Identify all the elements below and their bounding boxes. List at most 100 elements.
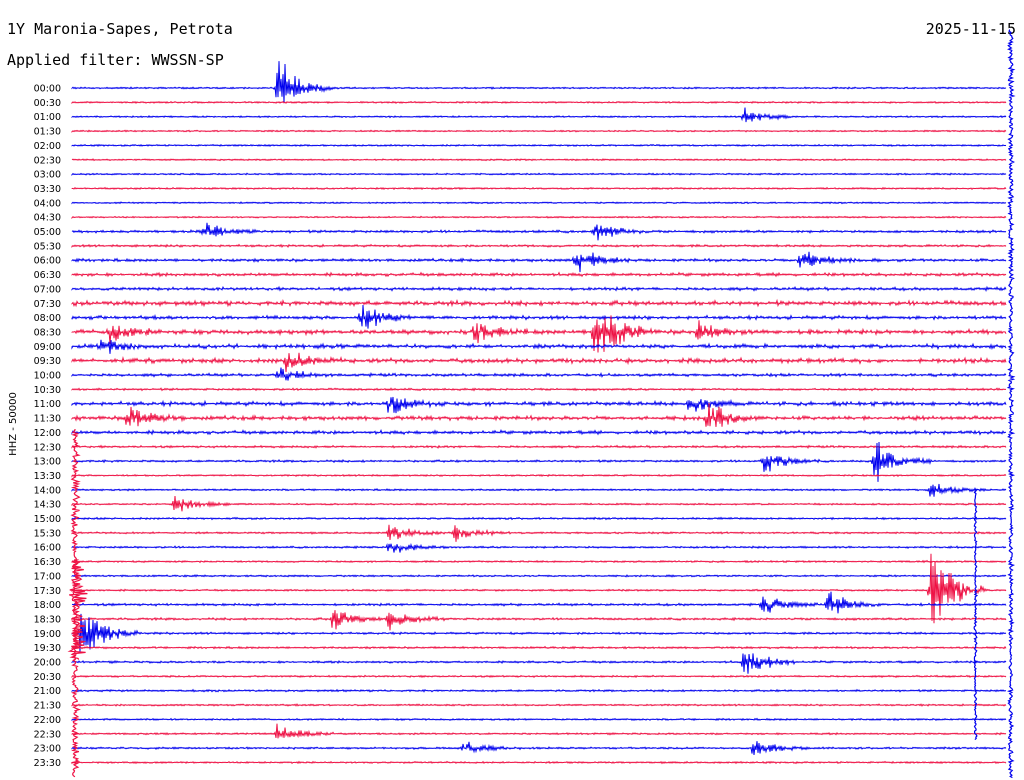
row-time-label: 02:30 — [34, 155, 61, 166]
trace-row — [71, 61, 1007, 104]
row-time-label: 03:00 — [34, 170, 61, 181]
time-tick-labels: 00:00 00:30 01:00 01:30 02:00 02:30 03:00 03:30… — [34, 84, 61, 769]
row-time-label: 04:00 — [34, 198, 61, 209]
row-time-label: 10:30 — [34, 385, 61, 396]
row-time-label: 07:00 — [34, 284, 61, 295]
trace-row — [71, 201, 1007, 205]
station-title: 1Y Maronia-Sapes, Petrota — [7, 20, 233, 38]
row-time-label: 00:30 — [34, 98, 61, 109]
row-time-label: 01:30 — [34, 127, 61, 138]
trace-row — [71, 717, 1007, 722]
row-time-label: 17:00 — [34, 571, 61, 582]
trace-row — [71, 688, 1007, 693]
trace-row — [71, 243, 1007, 249]
row-time-label: 16:00 — [34, 543, 61, 554]
row-time-label: 10:00 — [34, 371, 61, 382]
row-time-label: 23:30 — [34, 758, 61, 769]
trace-row — [71, 495, 1007, 512]
row-time-label: 03:30 — [34, 184, 61, 195]
trace-row — [71, 553, 1007, 624]
trace-row — [71, 186, 1007, 191]
row-time-label: 01:00 — [34, 112, 61, 123]
row-time-label: 17:30 — [34, 586, 61, 597]
trace-row — [71, 222, 1007, 241]
row-time-label: 21:30 — [34, 701, 61, 712]
trace-row — [71, 100, 1007, 105]
trace-row — [71, 516, 1007, 521]
trace-row — [71, 387, 1007, 392]
trace-row — [71, 129, 1007, 133]
trace-row — [71, 760, 1007, 765]
row-time-label: 05:30 — [34, 241, 61, 252]
trace-row — [71, 444, 1007, 450]
trace-row — [71, 574, 1007, 578]
trace-row — [71, 352, 1007, 373]
trace-row — [71, 428, 1007, 436]
trace-row — [71, 483, 1007, 497]
row-time-label: 08:00 — [34, 313, 61, 324]
row-time-label: 00:00 — [34, 84, 61, 95]
trace-row — [71, 674, 1007, 679]
trace-row — [71, 251, 1007, 273]
row-time-label: 02:00 — [34, 141, 61, 152]
row-time-label: 14:00 — [34, 485, 61, 496]
row-time-label: 19:00 — [34, 629, 61, 640]
row-time-label: 08:30 — [34, 327, 61, 338]
row-time-label: 07:30 — [34, 299, 61, 310]
trace-row — [71, 542, 1007, 553]
trace-row — [71, 645, 1007, 650]
row-time-label: 11:00 — [34, 399, 61, 410]
trace-row — [71, 172, 1007, 176]
trace-row — [71, 158, 1007, 162]
row-time-label: 20:00 — [34, 658, 61, 669]
row-time-label: 09:30 — [34, 356, 61, 367]
trace-row — [71, 473, 1007, 478]
trace-row — [71, 524, 1007, 542]
trace-row — [71, 304, 1007, 329]
row-time-label: 22:30 — [34, 729, 61, 740]
row-time-label: 05:00 — [34, 227, 61, 238]
trace-row — [71, 653, 1007, 674]
row-time-label: 15:30 — [34, 528, 61, 539]
trace-row — [71, 591, 1007, 614]
row-time-label: 22:00 — [34, 715, 61, 726]
trace-row — [71, 215, 1007, 220]
late-event-spike — [973, 489, 979, 741]
left-edge-burst-peak — [67, 559, 88, 660]
row-time-label: 13:00 — [34, 457, 61, 468]
row-time-label: 19:30 — [34, 643, 61, 654]
trace-row — [71, 271, 1007, 278]
filter-label: Applied filter: WWSSN-SP — [7, 51, 224, 69]
trace-group — [71, 61, 1007, 765]
trace-row — [71, 315, 1007, 353]
trace-row — [71, 107, 1007, 123]
row-time-label: 16:30 — [34, 557, 61, 568]
row-time-label: 23:00 — [34, 744, 61, 755]
trace-row — [71, 396, 1007, 414]
trace-row — [71, 613, 1007, 653]
row-time-label: 06:00 — [34, 256, 61, 267]
row-time-label: 15:00 — [34, 514, 61, 525]
trace-row — [71, 559, 1007, 564]
trace-row — [71, 285, 1007, 292]
row-time-label: 09:00 — [34, 342, 61, 353]
trace-row — [71, 402, 1007, 427]
trace-row — [71, 703, 1007, 707]
row-time-label: 14:30 — [34, 500, 61, 511]
trace-row — [71, 741, 1007, 755]
row-time-label: 21:00 — [34, 686, 61, 697]
row-time-label: 04:30 — [34, 213, 61, 224]
trace-row — [71, 367, 1007, 381]
y-axis-label: HHZ - 50000 — [8, 392, 19, 456]
row-time-label: 06:30 — [34, 270, 61, 281]
large-amplitude-signals — [67, 29, 1016, 779]
row-time-label: 20:30 — [34, 672, 61, 683]
row-time-label: 18:00 — [34, 600, 61, 611]
trace-row — [71, 298, 1007, 308]
trace-row — [71, 339, 1007, 354]
row-time-label: 18:30 — [34, 614, 61, 625]
date-label: 2025-11-15 — [925, 20, 1016, 38]
trace-row — [71, 723, 1007, 739]
row-time-label: 12:00 — [34, 428, 61, 439]
